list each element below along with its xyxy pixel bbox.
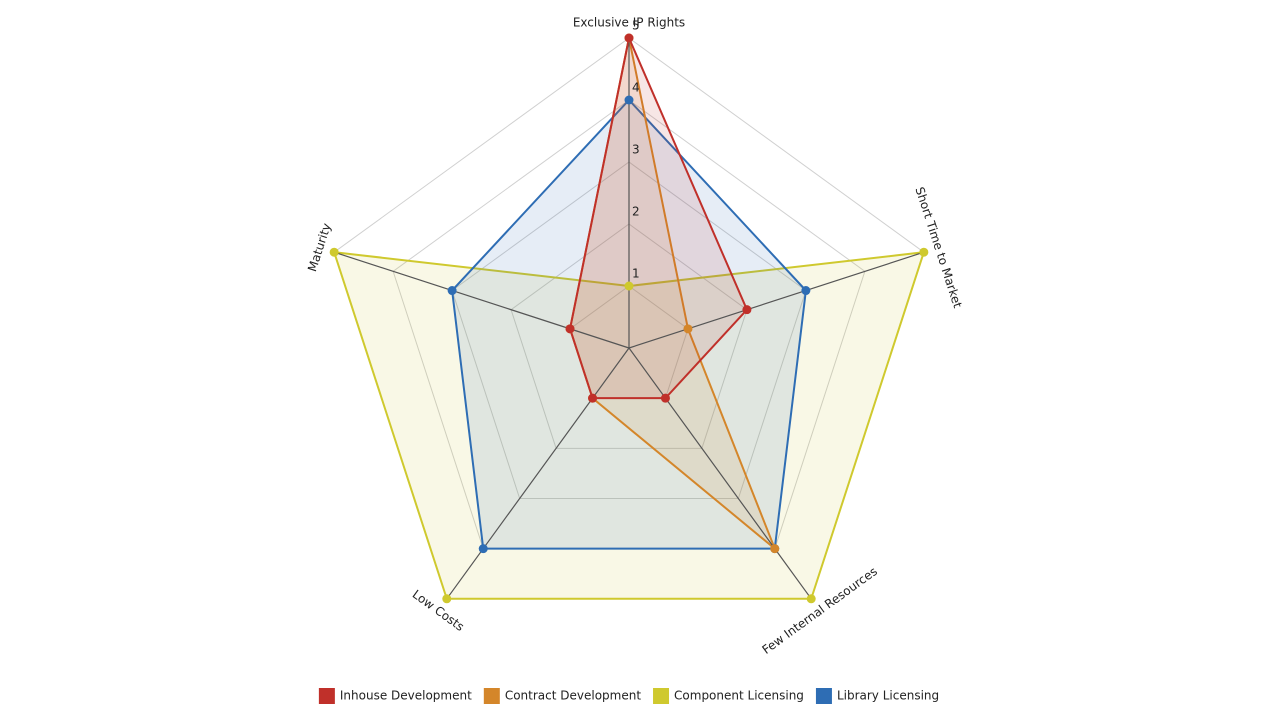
- r-tick-label: 5: [632, 19, 640, 33]
- axis-spoke: [333, 251, 630, 349]
- category-label: Maturity: [305, 221, 334, 273]
- r-tick-label: 2: [632, 205, 640, 219]
- data-point: [624, 33, 634, 43]
- data-point: [478, 544, 488, 554]
- legend: Inhouse Development Contract Development C…: [318, 688, 939, 704]
- data-point: [442, 594, 452, 604]
- data-point: [624, 95, 634, 105]
- legend-label: Contract Development: [505, 689, 642, 703]
- r-tick-label: 3: [632, 143, 640, 157]
- axis-spoke: [628, 347, 812, 600]
- grid-ring: [510, 223, 748, 449]
- data-point: [683, 324, 693, 334]
- series-area: [569, 34, 749, 400]
- data-point: [447, 286, 457, 296]
- data-point: [329, 247, 339, 257]
- category-label: Exclusive IP Rights: [573, 16, 685, 30]
- data-point: [565, 324, 575, 334]
- legend-swatch: [318, 688, 335, 704]
- data-point: [742, 305, 752, 315]
- data-point: [801, 286, 811, 296]
- data-point: [588, 393, 598, 403]
- data-point: [624, 281, 634, 291]
- legend-swatch: [483, 688, 500, 704]
- data-point: [660, 393, 670, 403]
- legend-label: Component Licensing: [674, 689, 804, 703]
- series-area: [332, 251, 926, 600]
- r-tick-label: 4: [632, 81, 640, 95]
- data-point: [806, 594, 816, 604]
- legend-swatch: [815, 688, 832, 704]
- axis-spoke: [446, 347, 630, 600]
- legend-label: Inhouse Development: [340, 689, 472, 703]
- legend-label: Library Licensing: [837, 689, 939, 703]
- data-point: [919, 247, 929, 257]
- data-point: [770, 544, 780, 554]
- legend-swatch: [653, 688, 670, 704]
- axis-spoke: [628, 251, 925, 349]
- category-label: Short Time to Market: [912, 185, 964, 310]
- r-tick-label: 1: [632, 267, 640, 281]
